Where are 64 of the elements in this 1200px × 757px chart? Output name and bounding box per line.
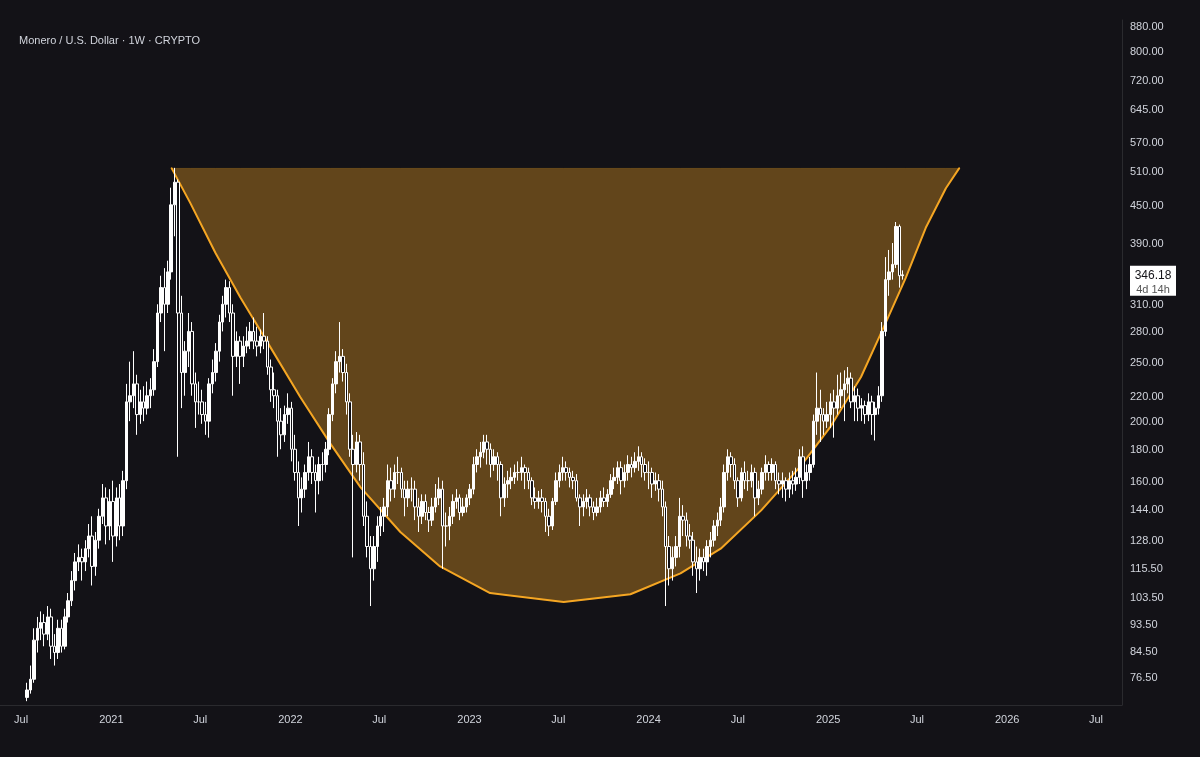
text: Monero / U.S. Dollar · 1W · CRYPTO [19,33,201,46]
y-tick-label: 250.00 [1130,355,1164,368]
y-tick-label: 310.00 [1130,298,1164,311]
candlestick [774,460,777,490]
candlestick [458,493,461,521]
y-tick-label: 103.50 [1130,590,1164,603]
x-tick-label: 2026 [994,712,1020,725]
x-tick-label: Jul [1088,712,1104,725]
candlestick [843,369,846,422]
candlestick [801,445,805,499]
x-tick-label: Jul [372,712,387,725]
y-tick-label: 720.00 [1130,73,1164,86]
y-tick-label: 645.00 [1130,102,1164,115]
candlestick [788,471,791,499]
candlestick [791,470,795,495]
x-tick-label: 2025 [815,712,841,725]
candlestick [784,476,788,502]
candlestick [898,224,901,289]
candlestick [588,493,592,517]
candlestick [90,515,94,587]
y-tick-label: 800.00 [1130,45,1164,58]
candlestick [238,335,242,385]
y-tick-label: 570.00 [1130,135,1164,148]
y-tick-label: 220.00 [1130,389,1164,402]
text: 4d 14h [1136,282,1170,295]
candlestick [248,321,252,350]
candlestick [537,490,540,510]
candlestick [781,471,784,499]
y-tick-label: 280.00 [1130,325,1164,338]
candlestick [753,467,757,517]
y-tick-label: 880.00 [1130,19,1164,32]
text: 346.18 [1134,267,1172,282]
candlestick [516,460,520,482]
candlestick [599,490,602,514]
x-tick-label: 2022 [278,712,303,725]
y-tick-label: 115.50 [1130,561,1163,574]
candlestick [111,480,115,563]
y-tick-label: 128.00 [1130,534,1164,547]
y-tick-label: 144.00 [1130,502,1164,515]
candlestick [104,486,108,545]
y-tick-label: 450.00 [1130,198,1164,211]
x-tick-label: Jul [730,712,745,725]
y-tick-label: 180.00 [1130,443,1164,456]
candlestick [630,456,633,478]
candlestick [461,497,465,517]
x-tick-label: 2023 [457,712,482,725]
x-tick-label: Jul [193,712,208,725]
x-tick-label: Jul [14,712,29,725]
y-tick-label: 160.00 [1130,474,1164,487]
y-tick-label: 93.50 [1130,617,1158,630]
y-tick-label: 510.00 [1130,165,1164,178]
y-tick-label: 76.50 [1130,671,1158,684]
candlestick [441,480,444,570]
y-tick-label: 84.50 [1130,644,1158,657]
candlestick [142,385,145,422]
x-tick-label: 2024 [636,712,661,725]
y-tick-label: 200.00 [1130,415,1164,428]
candlestick [619,460,623,495]
x-tick-label: 2021 [99,712,124,725]
x-tick-label: Jul [551,712,566,725]
candlestick [856,388,860,422]
candlestick [513,464,516,485]
y-tick-label: 390.00 [1130,237,1164,250]
x-tick-label: Jul [909,712,924,725]
